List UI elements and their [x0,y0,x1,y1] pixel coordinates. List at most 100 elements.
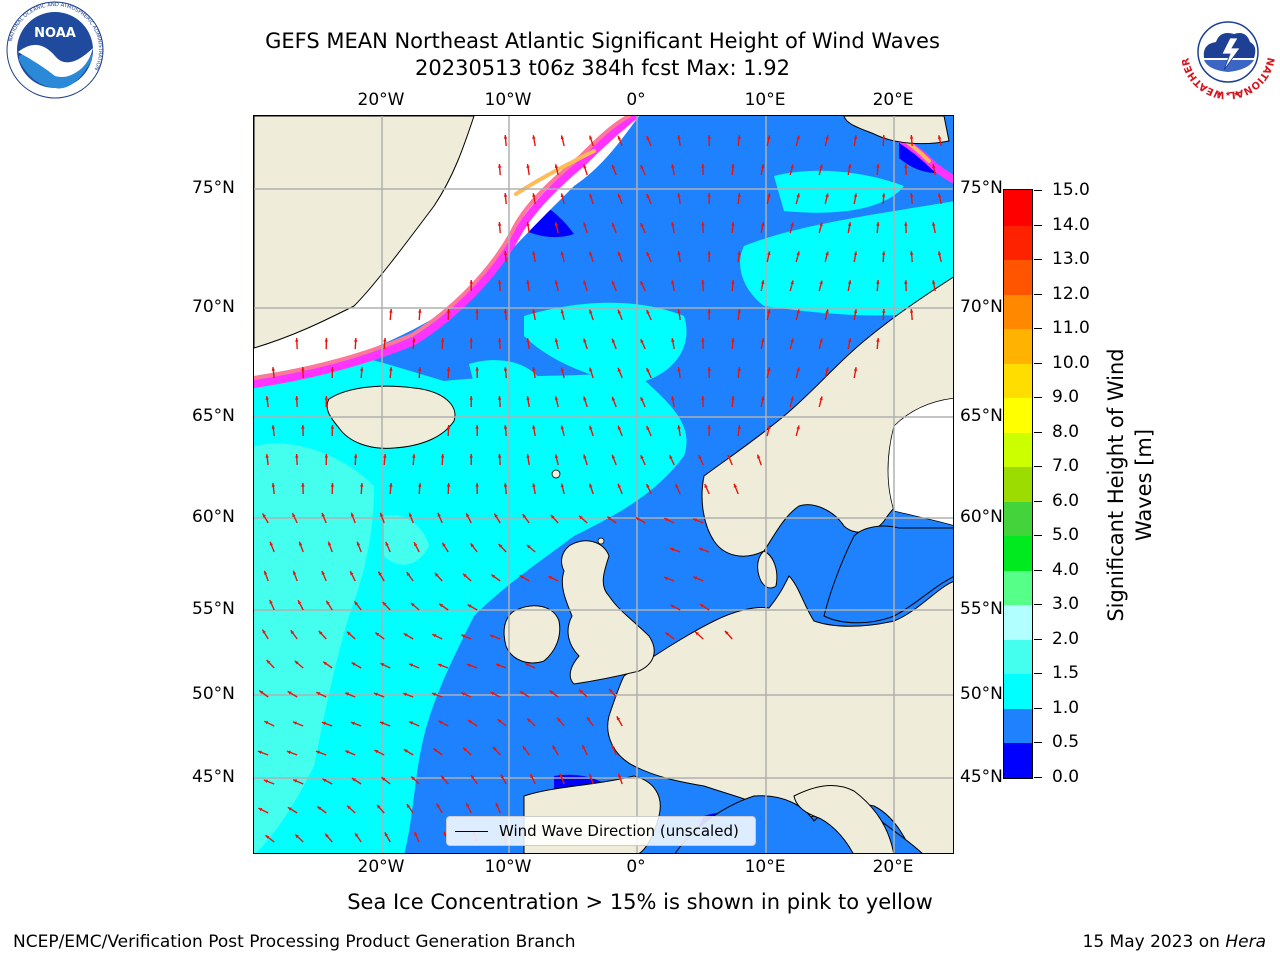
wave-direction-arrowhead [321,512,325,517]
wave-direction-arrowhead [881,193,886,197]
wave-direction-arrowhead [790,280,794,285]
wave-direction-arrowhead [382,602,387,606]
colorbar-tick-label: 5.0 [1052,525,1080,546]
map-legend: Wind Wave Direction (unscaled) [446,816,756,846]
wave-direction-arrowhead [554,164,559,169]
wave-direction-arrowhead [677,367,681,371]
colorbar-tick-label: 6.0 [1052,490,1080,511]
wave-direction-arrowhead [904,280,908,284]
wave-direction-arrowhead [330,483,335,487]
colorbar-tick-label: 1.5 [1052,663,1080,684]
svg-text:★ ★ ★: ★ ★ ★ [1216,90,1239,98]
wave-direction-arrowhead [617,309,621,314]
wave-direction-arrowhead [727,454,731,459]
wave-direction-arrowhead [876,338,880,342]
wave-direction-arrowhead [442,542,446,547]
wave-direction-arrowhead [767,367,771,372]
wave-direction-arrowhead [269,599,273,604]
lon-tick-top-10e: 10°E [744,90,786,110]
lat-tick-left-75n: 75°N [192,178,235,198]
wave-direction-arrowhead [389,309,393,313]
wave-direction-arrowhead [677,309,681,313]
wave-direction-arrowhead [853,367,858,371]
wave-direction-arrowhead [819,164,823,169]
wave-direction-arrowhead [583,280,587,285]
wave-direction-arrowhead [258,808,263,812]
wave-direction-arrowhead [937,135,942,140]
wave-direction-arrowhead [471,775,475,779]
wave-direction-arrowhead [497,338,502,342]
wave-direction-arrowhead [693,518,698,522]
wave-direction-arrowhead [607,516,612,521]
wave-direction-arrowhead [271,367,276,371]
footer-credit: NCEP/EMC/Verification Post Processing Pr… [13,932,576,952]
wave-direction-arrowhead [731,164,735,168]
wave-direction-arrowhead [409,721,414,725]
colorbar-tick-mark [1034,190,1042,191]
wave-direction-arrowhead [347,805,351,810]
wave-direction-arrowhead [432,634,437,638]
wave-direction-arrowhead [669,547,674,552]
wave-direction-arrowhead [257,750,262,754]
colorbar-tick-label: 13.0 [1052,249,1090,270]
wave-direction-arrowhead [475,483,479,487]
wave-direction-arrowhead [698,547,703,552]
wave-direction-arrowhead [475,425,479,429]
wave-direction-arrowhead [640,455,644,459]
wave-direction-arrowhead [326,600,330,605]
wave-direction-arrowhead [324,454,328,458]
wave-direction-arrowhead [295,834,299,839]
wave-direction-arrowhead [271,425,276,429]
lon-tick-top-10w: 10°W [484,90,532,110]
wave-direction-arrowhead [526,454,530,458]
wave-direction-arrowhead [383,454,387,458]
wave-direction-arrowhead [671,396,675,400]
legend-line-swatch [455,831,488,832]
wave-direction-arrowhead [440,454,445,458]
wave-direction-arrowhead [406,572,411,577]
wave-direction-arrowhead [497,454,502,458]
wave-direction-arrowhead [646,194,650,198]
wave-direction-arrowhead [498,544,503,548]
wave-direction-arrowhead [761,164,765,169]
wave-direction-arrowhead [526,280,530,284]
wave-direction-arrowhead [761,222,765,227]
wave-direction-arrowhead [418,483,422,487]
wave-direction-arrowhead [328,541,332,546]
colorbar-tick-mark [1034,777,1042,778]
wave-direction-arrowhead [701,164,705,168]
wave-direction-arrowhead [767,425,771,430]
wave-direction-arrowhead [790,338,794,343]
wave-direction-arrowhead [475,367,479,371]
wave-direction-arrowhead [503,309,508,313]
wave-direction-arrowhead [265,454,269,458]
wave-direction-arrowhead [646,252,650,256]
wave-direction-arrowhead [526,396,530,400]
wave-direction-arrowhead [579,689,583,694]
wave-direction-arrowhead [385,541,389,546]
wave-direction-arrowhead [271,483,276,487]
wave-direction-arrowhead [402,692,407,697]
wave-direction-arrowhead [298,600,302,605]
wave-direction-arrowhead [731,396,735,400]
colorbar-band [1004,190,1032,226]
wave-direction-arrowhead [532,367,536,371]
wave-direction-arrowhead [286,750,291,755]
colorbar-tick-mark [1034,742,1042,744]
lat-tick-right-60n: 60°N [960,507,1003,527]
colorbar-tick-label: 1.0 [1052,697,1080,718]
svalbard-land [843,116,950,145]
colorbar-tick-mark [1034,293,1042,295]
wave-direction-arrowhead [316,692,321,696]
wave-direction-arrowhead [490,692,495,696]
colorbar-tick-label: 10.0 [1052,352,1090,373]
wave-direction-arrowhead [881,309,886,313]
colorbar-tick-mark [1034,638,1042,640]
wave-direction-arrowhead [532,251,536,255]
wave-direction-arrowhead [295,396,299,400]
wave-direction-arrowhead [360,367,364,371]
wave-direction-arrowhead [532,135,536,139]
wave-direction-arrowhead [932,164,936,169]
wave-direction-arrowhead [324,396,328,400]
wave-direction-arrowhead [406,804,411,808]
